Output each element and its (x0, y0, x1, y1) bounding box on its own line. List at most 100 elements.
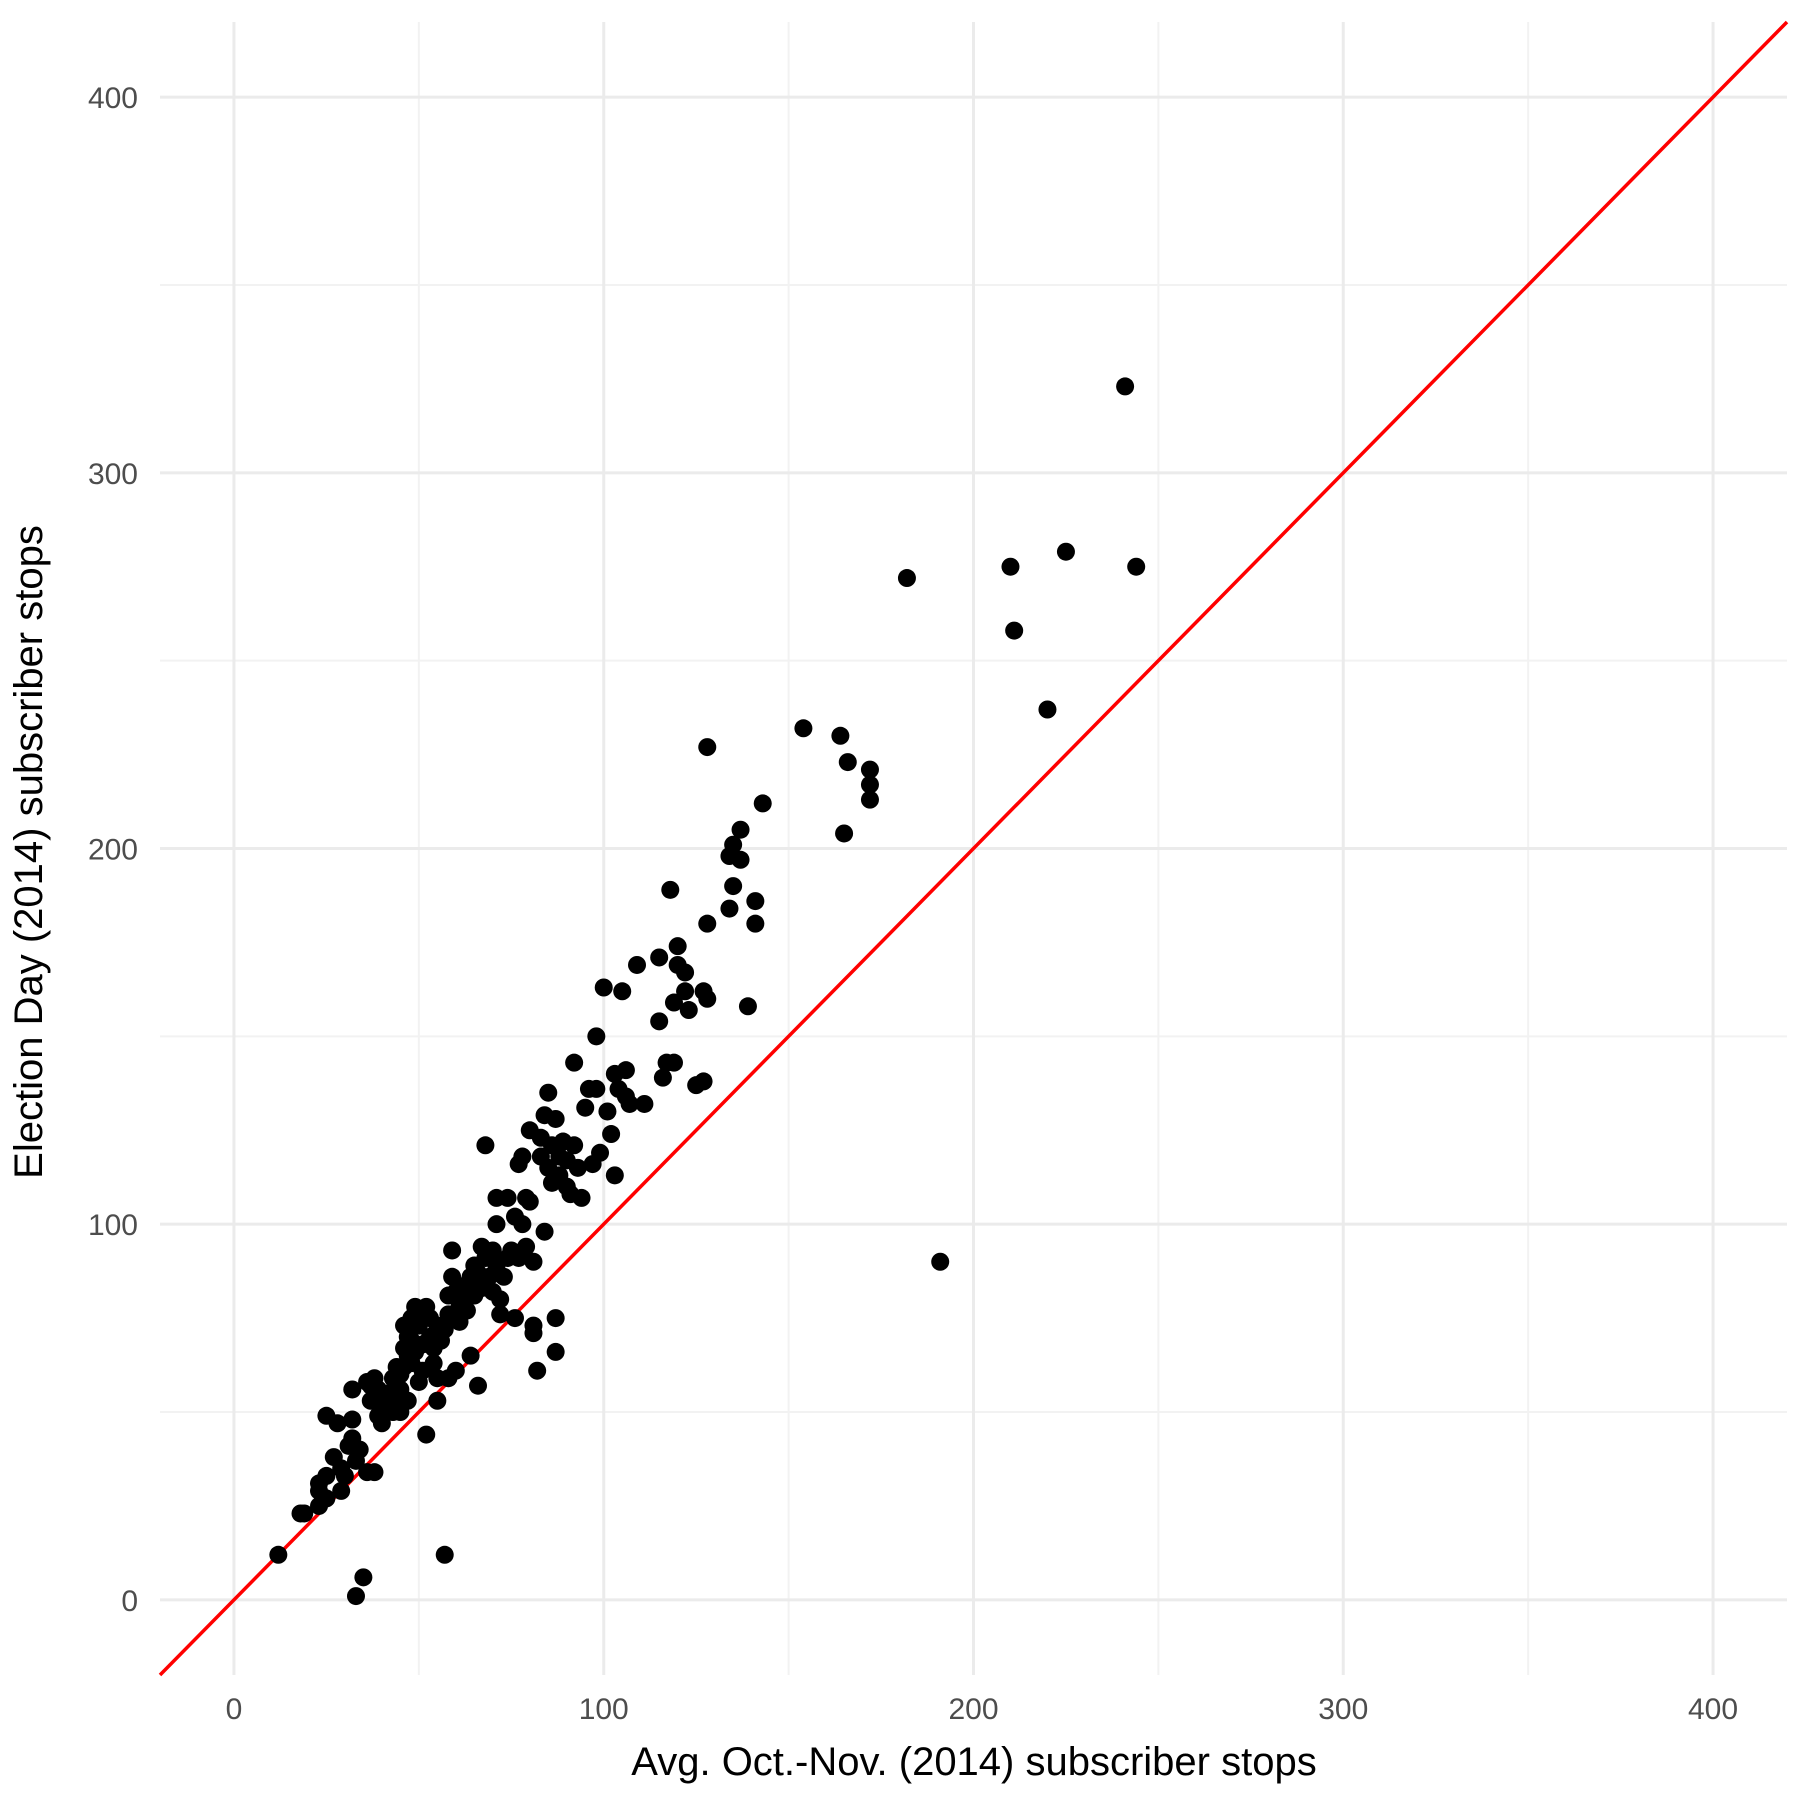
y-tick-label: 200 (88, 834, 138, 867)
y-tick-label: 100 (88, 1209, 138, 1242)
data-point (572, 1188, 591, 1207)
data-point (668, 937, 687, 956)
data-point (568, 1158, 587, 1177)
data-point (332, 1481, 351, 1500)
data-point (676, 982, 695, 1001)
data-point (505, 1309, 524, 1328)
data-point (535, 1222, 554, 1241)
data-point (724, 835, 743, 854)
data-point (491, 1305, 510, 1324)
data-point (520, 1192, 539, 1211)
data-point (1056, 542, 1075, 561)
data-point (598, 1102, 617, 1121)
data-point (831, 726, 850, 745)
data-point (546, 1342, 565, 1361)
data-point (565, 1053, 584, 1072)
x-tick-label: 100 (579, 1693, 629, 1726)
data-point (428, 1391, 447, 1410)
data-point (539, 1083, 558, 1102)
data-point (738, 997, 757, 1016)
y-tick-label: 300 (88, 458, 138, 491)
data-point (483, 1241, 502, 1260)
data-point (664, 993, 683, 1012)
data-point (476, 1136, 495, 1155)
data-point (457, 1301, 476, 1320)
data-point (398, 1391, 417, 1410)
data-point (350, 1440, 369, 1459)
data-point (1116, 377, 1135, 396)
data-point (524, 1324, 543, 1343)
data-point (753, 794, 772, 813)
y-tick-label: 0 (121, 1585, 138, 1618)
y-tick-label: 400 (88, 82, 138, 115)
x-tick-label: 300 (1318, 1693, 1368, 1726)
data-point (1038, 700, 1057, 719)
data-point (365, 1463, 384, 1482)
data-point (524, 1252, 543, 1271)
x-axis-tick-labels: 0 100 200 300 400 (226, 1693, 1738, 1726)
data-point (650, 1012, 669, 1031)
data-point (328, 1414, 347, 1433)
data-point (354, 1568, 373, 1587)
data-points (269, 377, 1146, 1606)
data-point (1001, 557, 1020, 576)
y-axis-title: Election Day (2014) subscriber stops (7, 525, 51, 1179)
data-point (587, 1027, 606, 1046)
data-point (724, 877, 743, 896)
data-point (587, 1079, 606, 1098)
data-point (676, 963, 695, 982)
data-point (498, 1188, 517, 1207)
data-point (650, 948, 669, 967)
data-point (317, 1466, 336, 1485)
data-point (346, 1587, 365, 1606)
data-point (931, 1252, 950, 1271)
x-tick-label: 400 (1688, 1693, 1738, 1726)
data-point (576, 1098, 595, 1117)
data-point (295, 1504, 314, 1523)
data-point (594, 978, 613, 997)
data-point (335, 1466, 354, 1485)
data-point (731, 820, 750, 839)
data-point (860, 790, 879, 809)
data-point (628, 955, 647, 974)
data-point (372, 1414, 391, 1433)
data-point (731, 850, 750, 869)
data-point (664, 1053, 683, 1072)
data-point (469, 1376, 488, 1395)
data-point (602, 1125, 621, 1144)
y-axis-tick-labels: 0 100 200 300 400 (88, 82, 138, 1618)
data-point (317, 1489, 336, 1508)
major-gridlines (160, 22, 1787, 1675)
data-point (443, 1267, 462, 1286)
data-point (494, 1267, 513, 1286)
data-point (343, 1380, 362, 1399)
data-point (794, 719, 813, 738)
data-point (546, 1109, 565, 1128)
x-axis-title: Avg. Oct.-Nov. (2014) subscriber stops (631, 1740, 1316, 1784)
data-point (517, 1237, 536, 1256)
x-tick-label: 0 (226, 1693, 243, 1726)
data-point (1005, 621, 1024, 640)
data-point (269, 1545, 288, 1564)
data-point (1127, 557, 1146, 576)
data-point (613, 982, 632, 1001)
data-point (605, 1166, 624, 1185)
data-point (513, 1147, 532, 1166)
data-point (746, 892, 765, 911)
data-point (487, 1215, 506, 1234)
data-point (491, 1290, 510, 1309)
data-point (435, 1545, 454, 1564)
data-point (616, 1061, 635, 1080)
data-point (446, 1361, 465, 1380)
data-point (838, 753, 857, 772)
data-point (635, 1094, 654, 1113)
data-point (565, 1136, 584, 1155)
data-point (653, 1068, 672, 1087)
data-point (461, 1346, 480, 1365)
data-point (835, 824, 854, 843)
data-point (591, 1143, 610, 1162)
data-point (698, 738, 717, 757)
x-tick-label: 200 (948, 1693, 998, 1726)
data-point (417, 1425, 436, 1444)
data-point (860, 760, 879, 779)
